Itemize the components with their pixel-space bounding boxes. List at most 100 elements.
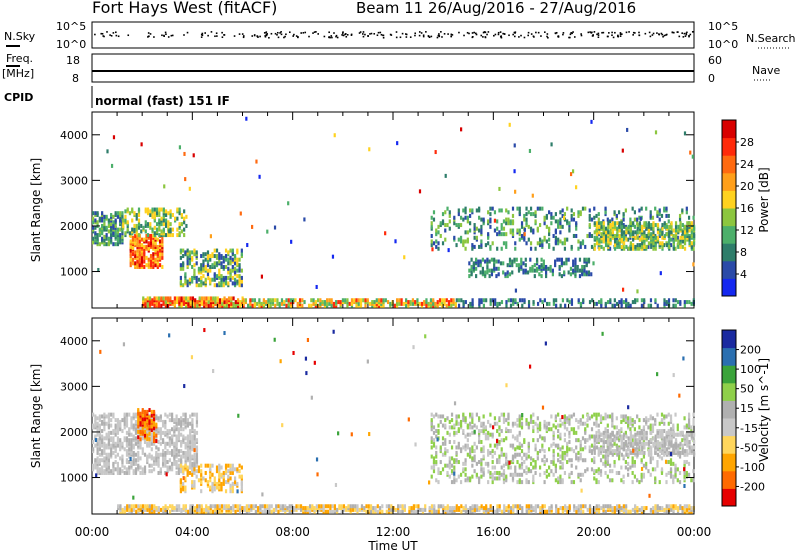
velocity-cell — [92, 440, 94, 444]
velocity-cell — [498, 440, 500, 444]
power-cell — [482, 267, 484, 271]
velocity-cell — [512, 444, 514, 448]
power-cell — [147, 296, 149, 300]
power-cell — [182, 249, 184, 253]
velocity-cell — [577, 425, 579, 429]
velocity-cell — [332, 504, 334, 508]
power-cell — [433, 241, 435, 245]
velocity-cell — [119, 467, 121, 471]
power-cell — [650, 227, 652, 231]
power-cell — [303, 217, 305, 221]
velocity-cell — [643, 506, 645, 510]
velocity-cell — [557, 444, 559, 448]
power-cell — [550, 212, 552, 216]
power-cell — [571, 218, 573, 222]
velocity-cell — [582, 422, 584, 426]
power-cell — [641, 236, 643, 240]
power-cell — [583, 269, 585, 273]
velocity-cell — [130, 422, 132, 426]
velocity-cell — [492, 449, 494, 453]
velocity-cell — [117, 469, 119, 473]
power-cell — [692, 262, 694, 266]
power-cell — [684, 304, 686, 308]
power-cell — [573, 212, 575, 216]
velocity-cell — [160, 414, 162, 418]
velocity-cell — [431, 445, 433, 449]
power-cell — [136, 228, 138, 232]
velocity-cell — [433, 469, 435, 473]
velocity-cell — [193, 484, 195, 488]
velocity-cell — [584, 445, 586, 449]
power-cell — [560, 304, 562, 308]
power-cell — [176, 208, 178, 212]
velocity-cell — [505, 436, 507, 440]
velocity-cell — [580, 444, 582, 448]
velocity-cell — [119, 420, 121, 424]
velocity-cell — [546, 422, 548, 426]
velocity-cell — [584, 438, 586, 442]
power-cell — [453, 236, 455, 240]
power-cell — [471, 243, 473, 247]
power-cell — [622, 288, 624, 292]
noise-point — [592, 35, 594, 37]
velocity-cell — [444, 424, 446, 428]
power-cell — [252, 304, 254, 308]
noise-point — [528, 32, 530, 34]
velocity-cell — [227, 469, 229, 473]
power-cell — [570, 172, 572, 176]
power-cell — [103, 218, 105, 222]
velocity-cell — [451, 469, 453, 473]
velocity-cell — [131, 508, 133, 512]
velocity-cell — [229, 489, 231, 493]
power-cell — [154, 208, 156, 212]
velocity-cell — [690, 506, 692, 510]
power-cell — [94, 218, 96, 222]
power-cell — [319, 302, 321, 306]
power-cell — [491, 272, 493, 276]
power-cell — [641, 241, 643, 245]
power-cell — [504, 272, 506, 276]
velocity-cell — [544, 449, 546, 453]
velocity-cell — [148, 444, 150, 448]
power-cell — [569, 300, 571, 304]
power-cell — [160, 304, 162, 308]
noise-point — [276, 34, 278, 36]
power-cell — [637, 227, 639, 231]
power-cell — [368, 147, 370, 151]
power-cell — [528, 210, 530, 214]
velocity-cell — [575, 445, 577, 449]
power-cell — [581, 269, 583, 273]
velocity-cell — [110, 424, 112, 428]
velocity-cell — [126, 416, 128, 420]
velocity-cell — [94, 435, 96, 439]
power-cell — [568, 227, 570, 231]
power-cell — [593, 207, 595, 211]
freq-label: Freq. — [6, 52, 33, 65]
power-cell — [216, 283, 218, 287]
noise-point — [344, 34, 346, 36]
power-cell — [490, 298, 492, 302]
power-cell — [223, 260, 225, 264]
velocity-cell — [483, 425, 485, 429]
velocity-cell — [607, 475, 609, 479]
velocity-cell — [553, 449, 555, 453]
velocity-cell — [591, 458, 593, 462]
velocity-cell — [196, 504, 198, 508]
power-cell — [632, 238, 634, 242]
power-cell — [131, 218, 133, 222]
power-cell — [468, 261, 470, 265]
velocity-cell — [444, 438, 446, 442]
velocity-cell — [151, 428, 153, 432]
power-cell — [684, 247, 686, 251]
noise-point — [333, 32, 335, 34]
velocity-cell — [559, 475, 561, 479]
power-cell — [501, 232, 503, 236]
velocity-cell — [571, 471, 573, 475]
power-cell — [641, 245, 643, 249]
velocity-cell — [124, 436, 126, 440]
power-cell — [677, 229, 679, 233]
velocity-cell — [151, 455, 153, 459]
power-cell — [589, 232, 591, 236]
velocity-cell — [523, 469, 525, 473]
